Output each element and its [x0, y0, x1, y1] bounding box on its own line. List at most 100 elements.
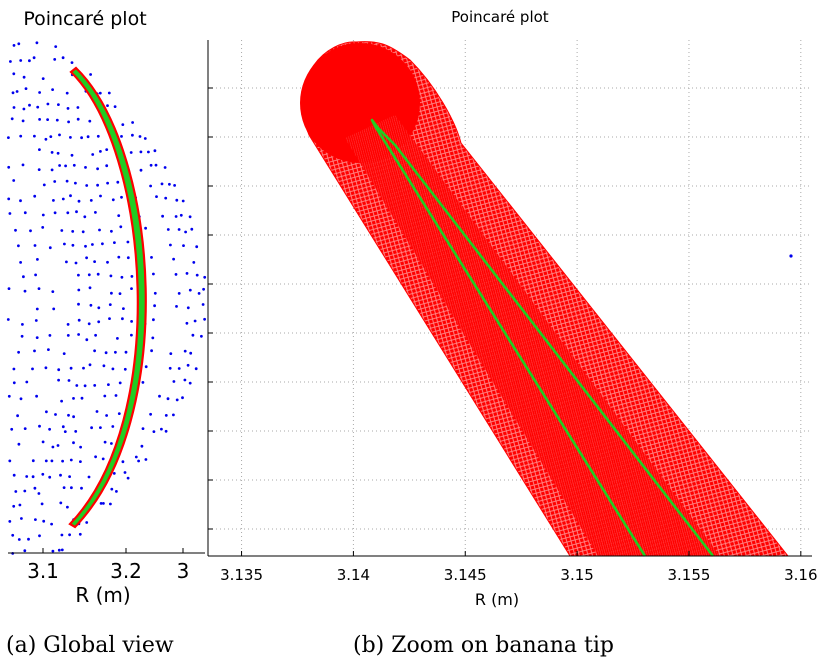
poincare-point [89, 199, 93, 202]
poincare-point [9, 60, 12, 63]
poincare-point [101, 242, 104, 246]
poincare-point [186, 363, 190, 367]
poincare-point [68, 475, 71, 478]
poincare-point [131, 133, 134, 137]
poincare-point [70, 153, 74, 157]
poincare-point [42, 519, 46, 523]
poincare-point [168, 182, 171, 186]
poincare-point [149, 412, 153, 416]
poincare-point [12, 381, 16, 385]
poincare-point [33, 349, 36, 353]
poincare-point [44, 459, 48, 463]
poincare-point [76, 106, 80, 109]
poincare-point [151, 336, 155, 340]
poincare-point [25, 380, 29, 384]
poincare-point [153, 304, 157, 308]
poincare-point [38, 534, 41, 538]
tick-label: 3.15 [560, 566, 593, 584]
poincare-point [37, 287, 41, 290]
poincare-point [21, 119, 25, 123]
poincare-point [117, 214, 121, 218]
poincare-point [6, 318, 10, 321]
poincare-point [53, 180, 57, 183]
poincare-point [6, 136, 10, 140]
poincare-point [122, 307, 125, 310]
poincare-point [12, 179, 16, 182]
poincare-point [33, 194, 37, 198]
poincare-point [203, 317, 207, 321]
poincare-point [182, 244, 185, 248]
poincare-point [66, 334, 70, 337]
poincare-point [94, 455, 97, 459]
poincare-point [19, 134, 23, 138]
poincare-point [20, 334, 24, 338]
poincare-point [34, 273, 37, 277]
panel-a-x-ticks [42, 548, 184, 553]
poincare-point [71, 230, 75, 233]
poincare-point [96, 134, 100, 138]
poincare-point [155, 195, 158, 199]
poincare-point [86, 135, 90, 139]
poincare-point [89, 303, 93, 307]
poincare-point [129, 151, 133, 154]
poincare-point [110, 229, 113, 233]
poincare-point [120, 275, 124, 279]
poincare-point [154, 163, 158, 167]
poincare-point [71, 243, 75, 247]
poincare-point [114, 394, 118, 397]
poincare-point [17, 244, 20, 248]
poincare-point [44, 137, 48, 141]
poincare-point [65, 260, 68, 264]
poincare-point [88, 119, 92, 123]
poincare-point [47, 348, 50, 351]
poincare-point [12, 44, 16, 47]
poincare-point [97, 306, 101, 310]
poincare-point [149, 184, 153, 188]
poincare-point [111, 425, 115, 428]
poincare-point [50, 151, 54, 154]
poincare-point [80, 136, 83, 140]
poincare-point [119, 225, 123, 229]
poincare-point [62, 486, 66, 489]
poincare-point [202, 287, 206, 291]
poincare-point [164, 196, 168, 200]
panel-banana-tip: Poincaré plot 3.135 3.14 3.145 3.15 3.155 3.1… [207, 8, 818, 609]
poincare-point [130, 333, 133, 337]
poincare-point [84, 166, 87, 169]
poincare-point [152, 318, 155, 322]
poincare-point [175, 198, 179, 202]
poincare-point [131, 121, 135, 124]
poincare-point [59, 473, 62, 477]
panel-a-title: Poincaré plot [23, 8, 146, 30]
banana-tip-region [300, 41, 790, 557]
poincare-point [111, 367, 115, 371]
poincare-point [96, 272, 100, 276]
poincare-point [19, 199, 22, 203]
poincare-point [120, 135, 123, 138]
poincare-point [98, 228, 101, 232]
poincare-point [12, 473, 16, 477]
poincare-point [10, 117, 14, 121]
poincare-point [24, 87, 28, 90]
poincare-point [91, 153, 95, 156]
poincare-point [172, 413, 175, 417]
poincare-point [98, 91, 102, 95]
poincare-point [184, 230, 188, 234]
poincare-point [8, 212, 12, 215]
poincare-point [96, 167, 99, 171]
poincare-point [41, 213, 45, 217]
poincare-point [69, 194, 72, 198]
poincare-point [56, 151, 60, 155]
poincare-point [161, 214, 165, 218]
stray-point [789, 254, 793, 258]
poincare-point [116, 180, 120, 184]
poincare-point [112, 472, 116, 475]
poincare-point [189, 351, 193, 355]
poincare-point [195, 273, 199, 277]
poincare-point [68, 533, 71, 537]
poincare-point [126, 240, 130, 244]
poincare-point [62, 352, 66, 355]
poincare-point [153, 291, 157, 295]
poincare-point [60, 229, 64, 232]
poincare-point [58, 164, 61, 167]
